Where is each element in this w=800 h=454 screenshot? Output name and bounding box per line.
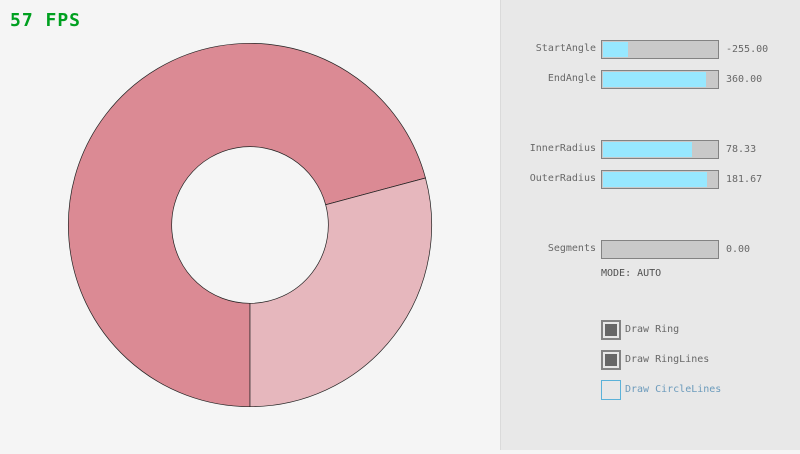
slider-inner-radius: InnerRadius 78.33	[501, 140, 800, 160]
check-mark-icon	[605, 354, 617, 366]
slider-value: 181.67	[726, 174, 763, 185]
draw-circle-lines-checkbox[interactable]: Draw CircleLines	[601, 380, 761, 400]
fps-counter: 57 FPS	[10, 10, 82, 31]
slider-outer-radius: OuterRadius 181.67	[501, 170, 800, 190]
slider-value: 360.00	[726, 74, 763, 85]
ring-drawing	[68, 42, 432, 408]
mode-label: MODE: AUTO	[601, 268, 662, 279]
checkbox-box[interactable]	[601, 320, 621, 340]
slider-segments: Segments 0.00	[501, 240, 800, 260]
checkbox-box[interactable]	[601, 350, 621, 370]
checkbox-label: Draw RingLines	[625, 354, 710, 365]
slider-end-angle: EndAngle 360.00	[501, 70, 800, 90]
ring-segment-dark	[68, 42, 426, 408]
control-panel: StartAngle -255.00 EndAngle 360.00 Inner…	[500, 0, 800, 450]
slider-label: StartAngle	[535, 43, 596, 54]
slider-fill	[603, 142, 693, 157]
start-angle-slider[interactable]	[601, 40, 719, 59]
slider-value: 0.00	[726, 244, 751, 255]
check-mark-icon	[605, 324, 617, 336]
outer-radius-slider[interactable]	[601, 170, 719, 189]
slider-label: InnerRadius	[529, 143, 596, 154]
slider-label: EndAngle	[547, 73, 596, 84]
draw-ring-checkbox[interactable]: Draw Ring	[601, 320, 761, 340]
checkbox-box[interactable]	[601, 380, 621, 400]
ring-segment-light	[249, 177, 432, 408]
slider-value: 78.33	[726, 144, 757, 155]
slider-label: OuterRadius	[529, 173, 596, 184]
slider-label: Segments	[547, 243, 596, 254]
slider-fill	[603, 72, 706, 87]
slider-start-angle: StartAngle -255.00	[501, 40, 800, 60]
segments-slider[interactable]	[601, 240, 719, 259]
slider-fill	[603, 42, 628, 57]
checkbox-label: Draw Ring	[625, 324, 680, 335]
slider-fill	[603, 172, 707, 187]
end-angle-slider[interactable]	[601, 70, 719, 89]
inner-radius-slider[interactable]	[601, 140, 719, 159]
slider-value: -255.00	[726, 44, 769, 55]
checkbox-label: Draw CircleLines	[625, 384, 722, 395]
render-canvas	[68, 42, 432, 408]
draw-ring-lines-checkbox[interactable]: Draw RingLines	[601, 350, 761, 370]
